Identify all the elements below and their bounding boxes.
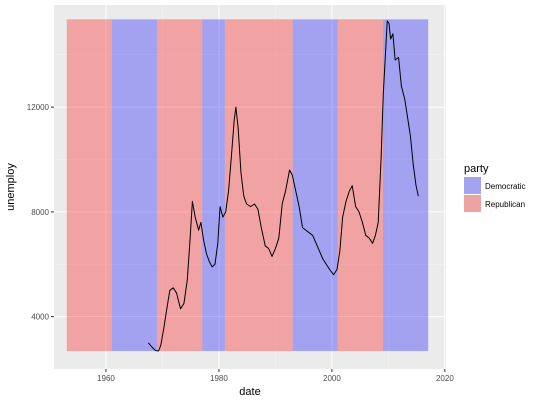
grid-major	[54, 5, 446, 369]
period-republican	[337, 19, 384, 352]
party-periods	[66, 19, 429, 352]
y-tick-label: 12000	[27, 103, 50, 112]
x-tick-label: 2020	[436, 374, 454, 383]
legend-label-republican: Republican	[485, 200, 525, 209]
x-tick-label: 1980	[210, 374, 228, 383]
y-axis-title: unemploy	[5, 163, 17, 211]
y-tick-label: 4000	[31, 313, 49, 322]
legend-title: party	[464, 163, 489, 175]
period-democratic	[202, 19, 225, 352]
legend-label-democratic: Democratic	[485, 182, 525, 191]
x-axis-title: date	[239, 386, 260, 398]
period-democratic	[111, 19, 158, 352]
x-tick-label: 1960	[97, 374, 115, 383]
period-democratic	[383, 19, 429, 352]
period-republican	[224, 19, 293, 352]
series-line	[147, 20, 419, 352]
x-axis: 1960 1980 2000 2020	[97, 369, 454, 383]
x-tick-label: 2000	[323, 374, 341, 383]
plot-panel	[54, 5, 446, 369]
period-republican	[66, 19, 112, 352]
y-axis: 4000 8000 12000	[27, 103, 54, 322]
series-lines	[147, 20, 419, 352]
period-republican	[157, 19, 203, 352]
period-democratic	[292, 19, 338, 352]
legend: party Democratic Republican	[464, 163, 525, 212]
legend-key-democratic	[464, 177, 481, 194]
legend-key-republican	[464, 195, 481, 212]
y-tick-label: 8000	[31, 208, 49, 217]
